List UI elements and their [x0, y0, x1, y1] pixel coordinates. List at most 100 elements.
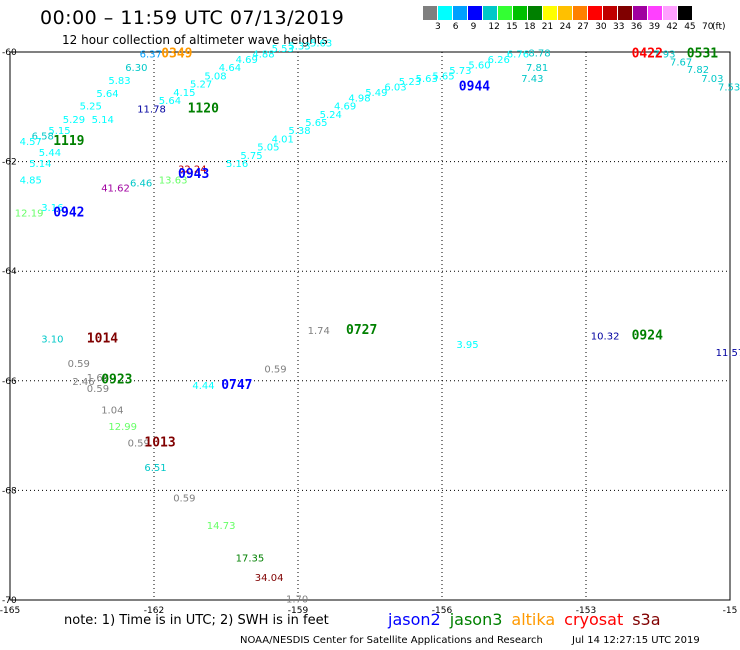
- wave-height-value: 5.44: [39, 148, 61, 159]
- wave-height-value: 4.98: [348, 93, 370, 104]
- wave-height-value: 4.01: [272, 134, 294, 145]
- color-scale-unit: (ft): [712, 22, 726, 32]
- wave-height-value: 5.75: [240, 151, 262, 162]
- wave-height-value: 5.60: [468, 60, 490, 71]
- wave-height-value: 13.63: [159, 176, 188, 187]
- pass-time-label: 1120: [188, 101, 219, 116]
- wave-height-value: 5.63: [310, 39, 332, 50]
- y-tick-label: -70: [2, 596, 17, 606]
- pass-time-label: 0422: [632, 46, 663, 61]
- wave-height-value: 5.53: [272, 44, 294, 55]
- pass-time-label: 0943: [178, 167, 209, 182]
- legend-swatch: [603, 6, 618, 20]
- x-tick-label: -162: [144, 606, 164, 616]
- credit-line: NOAA/NESDIS Center for Satellite Applica…: [240, 635, 543, 646]
- wave-height-value: 1.70: [286, 595, 308, 606]
- x-tick-label: -156: [432, 606, 453, 616]
- pass-time-label: 0942: [53, 205, 84, 220]
- y-tick-label: -60: [2, 48, 17, 58]
- wave-height-value: 11.57: [716, 348, 740, 359]
- legend-swatch: [438, 6, 453, 20]
- pass-time-label: 0727: [346, 323, 377, 338]
- wave-height-value: 7.53: [718, 82, 740, 93]
- wave-height-value: 6.03: [384, 82, 406, 93]
- pass-time-label: 0944: [459, 79, 490, 94]
- wave-height-value: 12.99: [108, 422, 137, 433]
- wave-height-value: 1.74: [308, 326, 330, 337]
- legend-swatch: [513, 6, 528, 20]
- legend-swatch: [528, 6, 543, 20]
- legend-label: 45: [684, 22, 696, 32]
- wave-height-value: 5.15: [48, 126, 70, 137]
- wave-height-value: 7.82: [687, 65, 709, 76]
- wave-height-value: 6.76: [507, 49, 529, 60]
- legend-swatch: [453, 6, 468, 20]
- legend-swatch: [483, 6, 498, 20]
- chart-title: 00:00 – 11:59 UTC 07/13/2019: [40, 7, 345, 29]
- pass-time-label: 0349: [161, 46, 192, 61]
- wave-height-value: 0.59: [87, 384, 109, 395]
- legend-label: 15: [506, 22, 518, 32]
- wave-height-value: 0.59: [128, 439, 150, 450]
- wave-height-value: 7.93: [653, 49, 675, 60]
- wave-height-value: 4.88: [252, 49, 274, 60]
- wave-height-value: 5.29: [63, 115, 85, 126]
- pass-time-label: 0747: [221, 378, 252, 393]
- legend-label: 12: [488, 22, 500, 32]
- wave-height-value: 1.04: [101, 406, 123, 417]
- wave-height-value: 4.69: [334, 102, 356, 113]
- legend-label: 3: [435, 22, 441, 32]
- wave-height-value: 0.59: [264, 365, 286, 376]
- legend-swatch: [588, 6, 603, 20]
- pass-time-label: 1119: [53, 134, 84, 149]
- wave-height-value: 5.38: [288, 126, 310, 137]
- legend-label: 18: [524, 22, 536, 32]
- pass-time-label: 0924: [632, 329, 663, 344]
- wave-height-value: 5.33: [288, 41, 310, 52]
- wave-height-value: 11.78: [137, 104, 166, 115]
- legend-label: 33: [613, 22, 625, 32]
- wave-height-value: 34.04: [255, 573, 284, 584]
- y-tick-label: -62: [2, 158, 17, 168]
- pass-time-label: 1013: [144, 436, 175, 451]
- wave-height-value: 3.10: [41, 334, 63, 345]
- wave-height-value: 5.65: [432, 71, 454, 82]
- wave-height-value: 5.64: [159, 96, 181, 107]
- wave-height-value: 3.95: [456, 340, 478, 351]
- color-scale-labels: 3 6 9 12 15 18 21 24 27 30 33 36 39 42 45 70: [423, 22, 740, 34]
- y-tick-label: -66: [2, 377, 17, 387]
- wave-height-value: 0.59: [173, 493, 195, 504]
- wave-height-value: 6.51: [144, 463, 166, 474]
- wave-height-value: 7.67: [670, 58, 692, 69]
- wave-height-value: 4.64: [219, 63, 241, 74]
- y-tick-label: -64: [2, 267, 17, 277]
- legend-swatch: [663, 6, 678, 20]
- y-tick-label: -68: [2, 486, 17, 496]
- satellite-label: jason3: [449, 610, 503, 629]
- wave-height-value: 5.64: [96, 89, 118, 100]
- legend-label: 70: [702, 22, 714, 32]
- wave-height-value: 14.73: [207, 521, 236, 532]
- legend-swatch: [633, 6, 648, 20]
- wave-height-value: 5.05: [257, 143, 279, 154]
- wave-height-value: 4.15: [173, 88, 195, 99]
- legend-label: 39: [648, 22, 661, 32]
- pass-time-label: 0531: [687, 46, 718, 61]
- x-tick-label: -159: [288, 606, 309, 616]
- wave-height-value: 5.27: [190, 80, 212, 91]
- wave-height-value: 41.62: [101, 184, 130, 195]
- legend-swatch: [573, 6, 588, 20]
- wave-height-value: 5.14: [29, 159, 51, 170]
- satellite-label: altika: [511, 610, 556, 629]
- legend-swatch: [498, 6, 513, 20]
- color-scale-legend: [423, 6, 693, 20]
- legend-swatch: [678, 6, 693, 20]
- wave-height-value: 2.46: [72, 377, 94, 388]
- satellite-label: cryosat: [564, 610, 624, 629]
- legend-swatch: [468, 6, 483, 20]
- wave-height-value: 8.78: [528, 48, 550, 59]
- wave-height-value: 6.46: [130, 178, 152, 189]
- legend-swatch: [558, 6, 573, 20]
- wave-height-value: 5.65: [305, 118, 327, 129]
